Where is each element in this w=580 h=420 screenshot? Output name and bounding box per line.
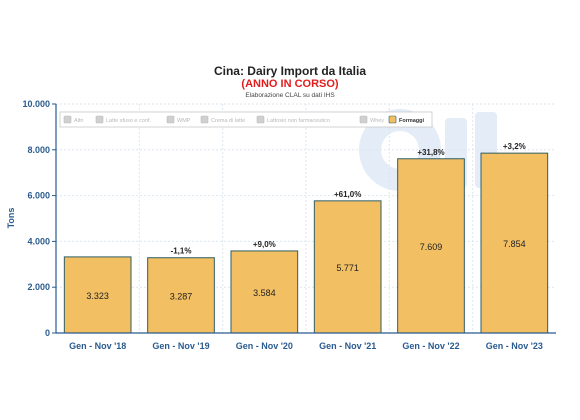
legend-item: Lattosio non farmaceutico [256, 115, 330, 124]
y-tick-label: 0 [45, 328, 50, 338]
bar-change-label: +61,0% [334, 190, 361, 199]
axes: 0 2.000 4.000 6.000 8.000 10.000 Gen - Nov '18… [22, 99, 556, 351]
x-tick-label: Gen - Nov '20 [236, 341, 293, 351]
chart-subtitle: (ANNO IN CORSO) [241, 78, 339, 90]
legend-swatch [359, 115, 368, 124]
legend-item: Altri [63, 115, 83, 124]
bar-value-label: 7.854 [503, 239, 526, 249]
bar-change-label: +9,0% [253, 240, 276, 249]
x-tick-label: Gen - Nov '23 [486, 341, 543, 351]
legend-label: WMP [177, 118, 191, 124]
legend-label: Formaggi [399, 118, 425, 124]
bar [313, 200, 382, 334]
legend-box [59, 111, 433, 128]
legend-item: WMP [166, 115, 191, 124]
legend: Altri Latte sfuso e conf. WMP Crema di latt… [59, 111, 433, 128]
legend-swatch [388, 115, 397, 124]
legend-label: Whey [370, 118, 384, 124]
y-tick-label: 8.000 [27, 145, 50, 155]
legend-swatch [200, 115, 209, 124]
gridlines [56, 103, 556, 333]
legend-item: Crema di latte [200, 115, 245, 124]
bar-value-label: 5.771 [336, 263, 359, 273]
bar-value-label: 3.584 [253, 288, 276, 298]
legend-swatch [166, 115, 175, 124]
legend-swatch [63, 115, 72, 124]
y-tick-label: 4.000 [27, 236, 50, 246]
y-tick-label: 2.000 [27, 282, 50, 292]
bar-change-label: -1,1% [171, 247, 192, 256]
chart-title: Cina: Dairy Import da Italia [214, 64, 366, 78]
bar [480, 152, 549, 334]
bar [230, 250, 299, 334]
legend-label: Altri [74, 118, 83, 124]
bar-change-label: +3,2% [503, 142, 526, 151]
y-tick-label: 10.000 [22, 99, 50, 109]
y-tick-label: 6.000 [27, 191, 50, 201]
bar-value-label: 7.609 [420, 242, 443, 252]
x-tick-label: Gen - Nov '19 [152, 341, 209, 351]
legend-item: Whey [359, 115, 384, 124]
bar-change-label: +31,8% [417, 148, 444, 157]
legend-swatch [95, 115, 104, 124]
bar [147, 257, 215, 334]
legend-label: Crema di latte [211, 118, 245, 124]
legend-swatch [256, 115, 265, 124]
y-axis-label: Tons [6, 208, 16, 229]
bar-value-label: 3.287 [170, 291, 193, 301]
legend-label: Latte sfuso e conf. [106, 118, 151, 124]
chart-source: Elaborazione CLAL su dati IHS [245, 92, 335, 99]
legend-label: Lattosio non farmaceutico [267, 118, 330, 124]
x-tick-label: Gen - Nov '21 [319, 341, 376, 351]
legend-item: Latte sfuso e conf. [95, 115, 151, 124]
bar-series: 3.323 3.287 -1,1% 3.584 +9,0% 5.771 +61,0% 7.60… [63, 142, 549, 334]
x-tick-label: Gen - Nov '18 [69, 341, 126, 351]
bar-value-label: 3.323 [86, 291, 109, 301]
x-tick-label: Gen - Nov '22 [402, 341, 459, 351]
bar [63, 256, 132, 334]
bar [397, 158, 465, 334]
legend-item: Formaggi [388, 115, 425, 124]
